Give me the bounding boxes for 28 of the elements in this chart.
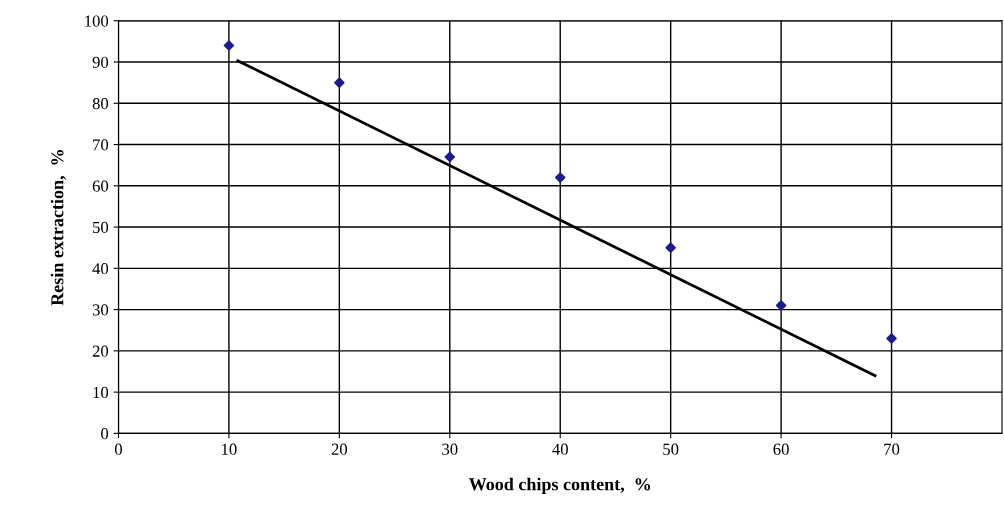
y-tick-label: 20 [92, 345, 109, 357]
x-tick-label: 70 [884, 443, 900, 455]
point [665, 242, 676, 253]
x-axis-title: Wood chips content, % [468, 477, 651, 495]
point [886, 333, 897, 344]
y-tick-label: 0 [101, 428, 109, 440]
x-tick-label: 0 [114, 443, 122, 455]
y-tick-label: 70 [93, 139, 109, 151]
y-tick-label: 100 [85, 15, 109, 27]
y-tick-label: 50 [93, 221, 109, 234]
point [444, 151, 456, 163]
y-tick-label: 30 [92, 304, 109, 316]
x-tick-label: 50 [663, 443, 679, 455]
x-tick-label: 30 [442, 443, 458, 455]
y-tick-label: 90 [92, 56, 109, 68]
y-axis-title: Resin extraction, % [50, 150, 67, 306]
y-tick-label: 40 [92, 263, 109, 275]
x-tick-label: 20 [331, 443, 348, 455]
y-tick-label: 60 [92, 180, 109, 192]
y-tick-label: 10 [93, 386, 109, 399]
y-tick-label: 80 [92, 97, 109, 110]
point [223, 40, 235, 51]
point [775, 300, 787, 311]
point [554, 172, 566, 183]
x-tick-label: 10 [222, 443, 237, 455]
point [334, 77, 345, 88]
x-tick-label: 60 [773, 443, 789, 455]
x-tick-label: 40 [552, 443, 568, 455]
